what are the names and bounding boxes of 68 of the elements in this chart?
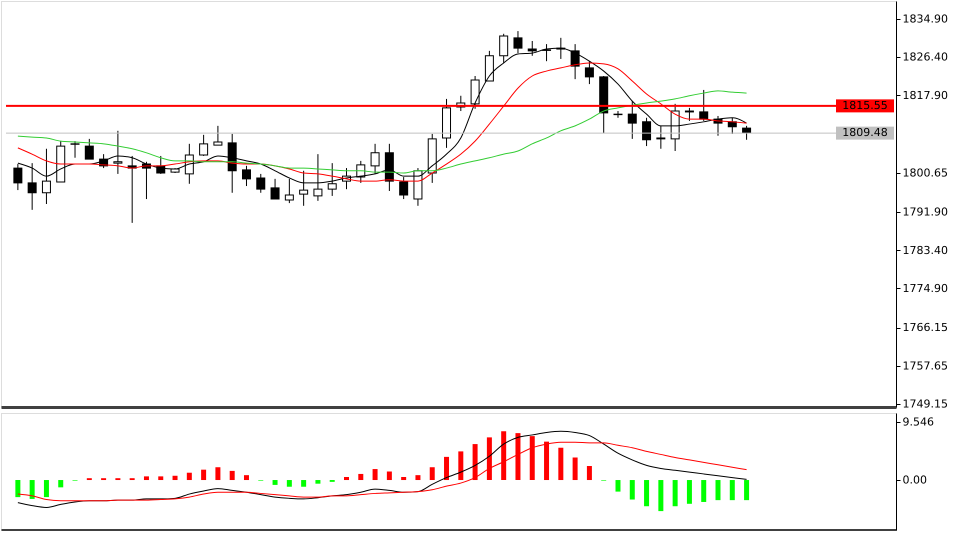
bar [158, 476, 164, 480]
bar [244, 475, 249, 480]
candlestick [242, 165, 251, 187]
y-tick-label: 1826.40 [902, 50, 948, 64]
bar [286, 480, 292, 487]
candlestick [84, 138, 94, 160]
candlestick [656, 125, 666, 150]
bar [386, 472, 392, 480]
y-tick-label: 1766.15 [902, 321, 948, 334]
bar [644, 480, 650, 506]
y-tick-label: 1791.90 [902, 206, 948, 219]
candlestick [684, 107, 694, 122]
y-tick-label: 1783.40 [902, 244, 948, 257]
bar [372, 469, 378, 480]
candlestick [256, 173, 266, 194]
ref-line-label: 1815.55 [842, 98, 888, 112]
y-tick-label: 1749.15 [902, 398, 948, 411]
bar [615, 480, 620, 492]
bar [572, 457, 578, 480]
y-tick-label: 1757.65 [902, 359, 948, 372]
candlestick [213, 125, 222, 146]
bar [716, 480, 721, 500]
bar [701, 480, 706, 502]
bar [630, 480, 635, 500]
bar [144, 476, 149, 480]
bar [558, 448, 564, 480]
y-tick-label: 1834.90 [902, 12, 948, 26]
bar [30, 480, 35, 499]
bar [472, 444, 478, 480]
bar [272, 480, 278, 485]
bar [358, 474, 364, 480]
bar [315, 480, 320, 484]
bar [430, 467, 435, 480]
bar [658, 480, 664, 512]
bar [458, 451, 464, 480]
bar [586, 466, 592, 480]
bar [444, 456, 450, 480]
bar [215, 467, 220, 480]
bar [730, 480, 735, 500]
candlestick [642, 117, 652, 147]
bar [686, 480, 692, 504]
bar [415, 475, 420, 480]
candlestick [470, 76, 480, 110]
candlestick [270, 178, 280, 200]
bar [672, 480, 678, 506]
bar [186, 472, 192, 480]
candlestick [584, 60, 594, 85]
bar [201, 470, 206, 480]
candlestick [70, 140, 80, 158]
bar [15, 480, 20, 498]
y-tick-label: 1800.65 [902, 166, 948, 180]
bar [344, 476, 350, 480]
bar [301, 480, 306, 487]
bar [44, 480, 49, 498]
y-tick-label: 9.546 [902, 415, 934, 428]
bar [58, 480, 64, 488]
y-tick-label: 1774.90 [902, 282, 948, 295]
bar [401, 476, 406, 480]
bar [230, 470, 235, 480]
line-series [17, 430, 748, 508]
y-tick-label: 1817.90 [902, 88, 948, 102]
y-tick-label: 0.00 [902, 474, 927, 487]
ref-line-label: 1809.48 [842, 126, 888, 140]
bar [744, 480, 750, 500]
candlestick [370, 143, 380, 174]
bar [172, 476, 178, 480]
candlestick [199, 134, 208, 156]
candlestick [628, 100, 637, 140]
